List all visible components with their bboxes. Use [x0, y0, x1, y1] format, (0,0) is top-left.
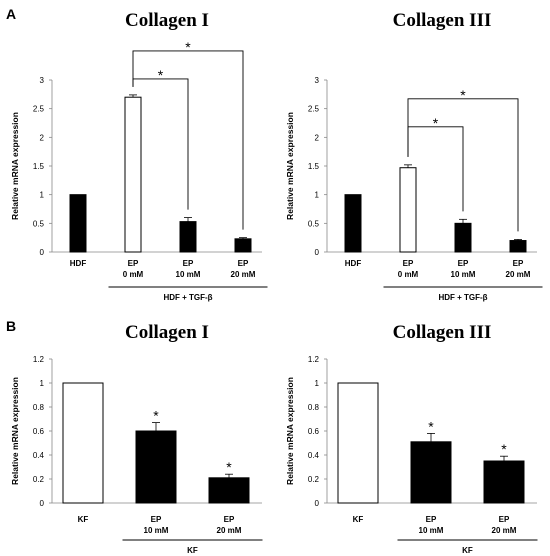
bar	[179, 221, 197, 253]
chart-title: Collagen III	[393, 322, 492, 343]
significance-star: *	[433, 115, 439, 131]
category-label: EP	[513, 259, 524, 268]
chart-title: Collagen III	[393, 10, 492, 31]
category-label: 10 mM	[451, 270, 476, 279]
significance-star: *	[185, 39, 191, 55]
y-axis-label: Relative mRNA expression	[285, 112, 295, 220]
category-label: EP	[426, 515, 437, 524]
significance-star: *	[428, 418, 434, 434]
y-tick-label: 0.4	[308, 451, 320, 460]
y-axis-label: Relative mRNA expression	[10, 377, 20, 485]
y-tick-label: 3	[315, 76, 320, 85]
group-label: HDF + TGF-β	[438, 293, 487, 302]
bar	[135, 430, 177, 504]
panel-label-b: B	[6, 318, 17, 334]
chart-collagen-3-a: Collagen III Relative mRNA expression 0 0.5…	[285, 10, 543, 302]
category-label: KF	[353, 515, 364, 524]
category-label: 20 mM	[217, 526, 242, 535]
category-label: EP	[458, 259, 469, 268]
y-tick-label: 0	[40, 499, 45, 508]
group-label: KF	[187, 546, 198, 555]
group-label: KF	[462, 546, 473, 555]
significance-bracket	[132, 50, 244, 230]
bar	[399, 167, 417, 253]
category-label: 20 mM	[492, 526, 517, 535]
category-label: 10 mM	[176, 270, 201, 279]
significance-star: *	[460, 87, 466, 103]
category-label: 20 mM	[506, 270, 531, 279]
y-axis-label: Relative mRNA expression	[10, 112, 20, 220]
significance-star: *	[153, 408, 159, 424]
significance-bracket	[407, 98, 519, 232]
chart-collagen-1-b: Collagen I Relative mRNA expression 0 0.2 0.…	[10, 322, 263, 555]
category-label: 10 mM	[144, 526, 169, 535]
y-tick-label: 1.5	[308, 162, 320, 171]
significance-star: *	[158, 67, 164, 83]
y-tick-label: 0.6	[33, 427, 45, 436]
category-label: EP	[238, 259, 249, 268]
y-tick-label: 1	[315, 379, 320, 388]
category-label: 20 mM	[231, 270, 256, 279]
y-tick-label: 1	[315, 191, 320, 200]
bar	[337, 382, 379, 504]
category-label: EP	[183, 259, 194, 268]
y-tick-label: 0.2	[33, 475, 45, 484]
chart-title: Collagen I	[125, 10, 209, 31]
y-tick-label: 1	[40, 191, 45, 200]
y-tick-label: 0	[40, 248, 45, 257]
category-label: EP	[224, 515, 235, 524]
group-label: HDF + TGF-β	[163, 293, 212, 302]
y-tick-label: 2	[40, 133, 45, 142]
bar	[69, 194, 87, 253]
y-tick-label: 0.8	[33, 403, 45, 412]
y-tick-label: 0.5	[308, 219, 320, 228]
y-tick-label: 1	[40, 379, 45, 388]
bar	[124, 96, 142, 253]
panel-label-a: A	[6, 6, 17, 22]
y-tick-label: 1.2	[33, 355, 45, 364]
category-label: HDF	[70, 259, 87, 268]
y-tick-label: 0.5	[33, 219, 45, 228]
bar	[344, 194, 362, 253]
bar	[483, 460, 525, 504]
y-tick-label: 2.5	[308, 105, 320, 114]
bar	[454, 222, 472, 253]
chart-collagen-1-a: Collagen I Relative mRNA expression 0 0.5 1 1…	[10, 10, 268, 302]
y-axis-label: Relative mRNA expression	[285, 377, 295, 485]
y-tick-label: 0.8	[308, 403, 320, 412]
bar	[62, 382, 104, 504]
y-tick-label: 3	[40, 76, 45, 85]
y-tick-label: 0.4	[33, 451, 45, 460]
significance-star: *	[501, 441, 507, 457]
category-label: KF	[78, 515, 89, 524]
y-tick-label: 0	[315, 248, 320, 257]
bar	[208, 477, 250, 504]
category-label: EP	[499, 515, 510, 524]
category-label: HDF	[345, 259, 362, 268]
chart-title: Collagen I	[125, 322, 209, 343]
y-tick-label: 2	[315, 133, 320, 142]
y-tick-label: 1.5	[33, 162, 45, 171]
significance-star: *	[226, 459, 232, 475]
category-label: 0 mM	[123, 270, 144, 279]
y-tick-label: 0.6	[308, 427, 320, 436]
category-label: EP	[151, 515, 162, 524]
bar	[509, 240, 527, 253]
chart-collagen-3-b: Collagen III Relative mRNA expression 0 0.2…	[285, 322, 538, 555]
y-tick-label: 0	[315, 499, 320, 508]
category-label: 10 mM	[419, 526, 444, 535]
y-tick-label: 2.5	[33, 105, 45, 114]
category-label: 0 mM	[398, 270, 419, 279]
bar	[234, 238, 252, 253]
bar	[410, 441, 452, 504]
category-label: EP	[403, 259, 414, 268]
y-tick-label: 1.2	[308, 355, 320, 364]
y-tick-label: 0.2	[308, 475, 320, 484]
category-label: EP	[128, 259, 139, 268]
